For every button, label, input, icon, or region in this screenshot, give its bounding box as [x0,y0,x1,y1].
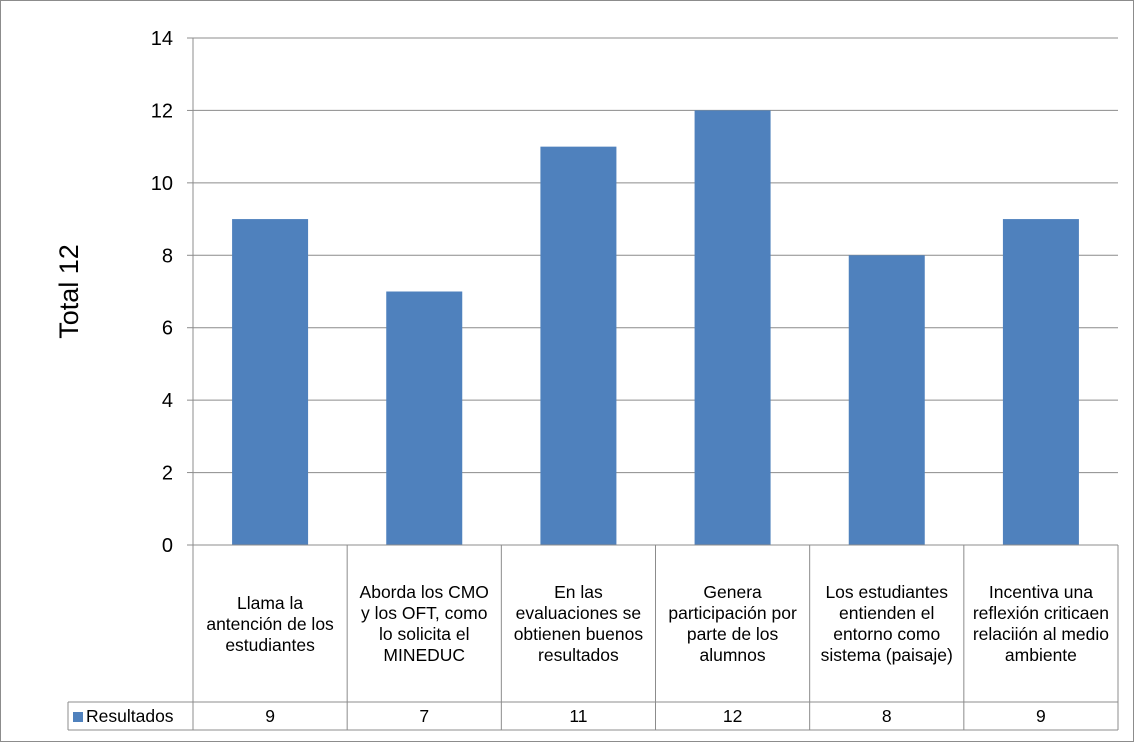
bar [1002,219,1079,546]
legend-entry: Resultados [69,703,192,730]
data-label: 7 [419,706,430,726]
data-table-lines [67,544,1119,731]
y-tick-label: 8 [162,245,173,267]
y-tick-label: 12 [151,100,173,122]
y-tick-label: 6 [162,318,173,340]
y-tick-label: 10 [151,173,173,195]
legend-swatch [73,711,83,722]
data-label: 9 [1036,706,1046,726]
bar [386,291,463,545]
data-label: 11 [569,706,588,726]
category-label: Aborda los CMO y los OFT, como lo solici… [359,582,489,665]
data-label: 8 [881,706,892,726]
y-tick-label: 14 [151,28,173,50]
gridlines [192,37,1118,545]
y-axis-ticks: 0 2 4 6 8 10 12 14 [151,28,193,557]
y-axis-label: Total 12 [54,244,84,339]
bars [232,110,1079,546]
category-label: Genera participación por parte de los al… [668,582,797,665]
legend-label: Resultados [86,706,174,726]
bar [848,255,925,546]
y-tick-label: 0 [162,535,173,557]
category-label: En las evaluaciones se obtienen buenos r… [513,582,644,665]
data-label: 12 [722,706,743,726]
bar [232,219,309,546]
category-label: Incentiva una reflexión criticaen relaci… [972,582,1109,665]
category-label: Los estudiantes entienden el entorno com… [820,582,953,665]
bar [694,110,771,545]
bar [540,146,617,545]
y-tick-label: 4 [162,390,173,412]
data-label: 9 [265,706,275,726]
category-label: Llama la antención de los estudiantes [206,592,334,655]
y-tick-label: 2 [162,463,173,485]
